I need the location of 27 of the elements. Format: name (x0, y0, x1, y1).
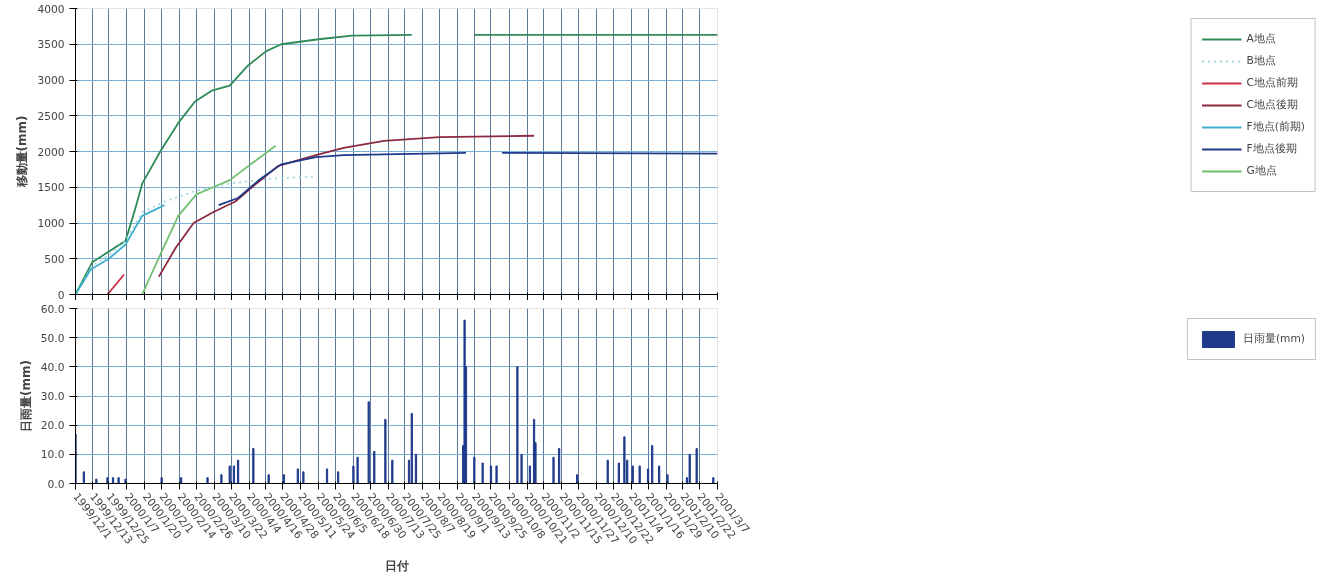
y-tick-label: 2000 (37, 145, 65, 159)
x-axis-title: 日付 (384, 558, 409, 573)
y-tick-label: 3500 (37, 38, 65, 52)
y-tick-label: 20.0 (40, 419, 65, 433)
legend-label: C地点後期 (1246, 98, 1298, 112)
legend-label: C地点前期 (1246, 76, 1298, 90)
y-tick-label: 500 (44, 252, 65, 266)
legend-label: B地点 (1246, 54, 1276, 68)
y-tick-label: 1000 (37, 217, 65, 230)
y-tick-label: 4000 (37, 2, 65, 16)
legend-label: 日雨量(mm) (1242, 332, 1305, 346)
y-tick-label: 60.0 (40, 302, 65, 316)
legend-label: F地点(前期) (1246, 120, 1305, 134)
y-tick-label: 2500 (37, 109, 65, 123)
y-axis-title: 日雨量(mm) (18, 360, 33, 432)
y-tick-label: 40.0 (40, 360, 65, 374)
legend-label: G地点 (1246, 164, 1277, 178)
y-tick-label: 0.0 (47, 477, 65, 491)
legend-label: F地点後期 (1246, 142, 1297, 156)
y-axis-title: 移動量(mm) (15, 115, 30, 189)
y-tick-label: 10.0 (40, 448, 65, 462)
y-tick-label: 1500 (37, 181, 65, 195)
legend-label: A地点 (1246, 32, 1276, 46)
y-tick-label: 30.0 (40, 390, 65, 403)
y-tick-label: 50.0 (40, 331, 65, 345)
y-tick-label: 3000 (37, 74, 65, 87)
y-tick-label: 0 (57, 288, 65, 302)
